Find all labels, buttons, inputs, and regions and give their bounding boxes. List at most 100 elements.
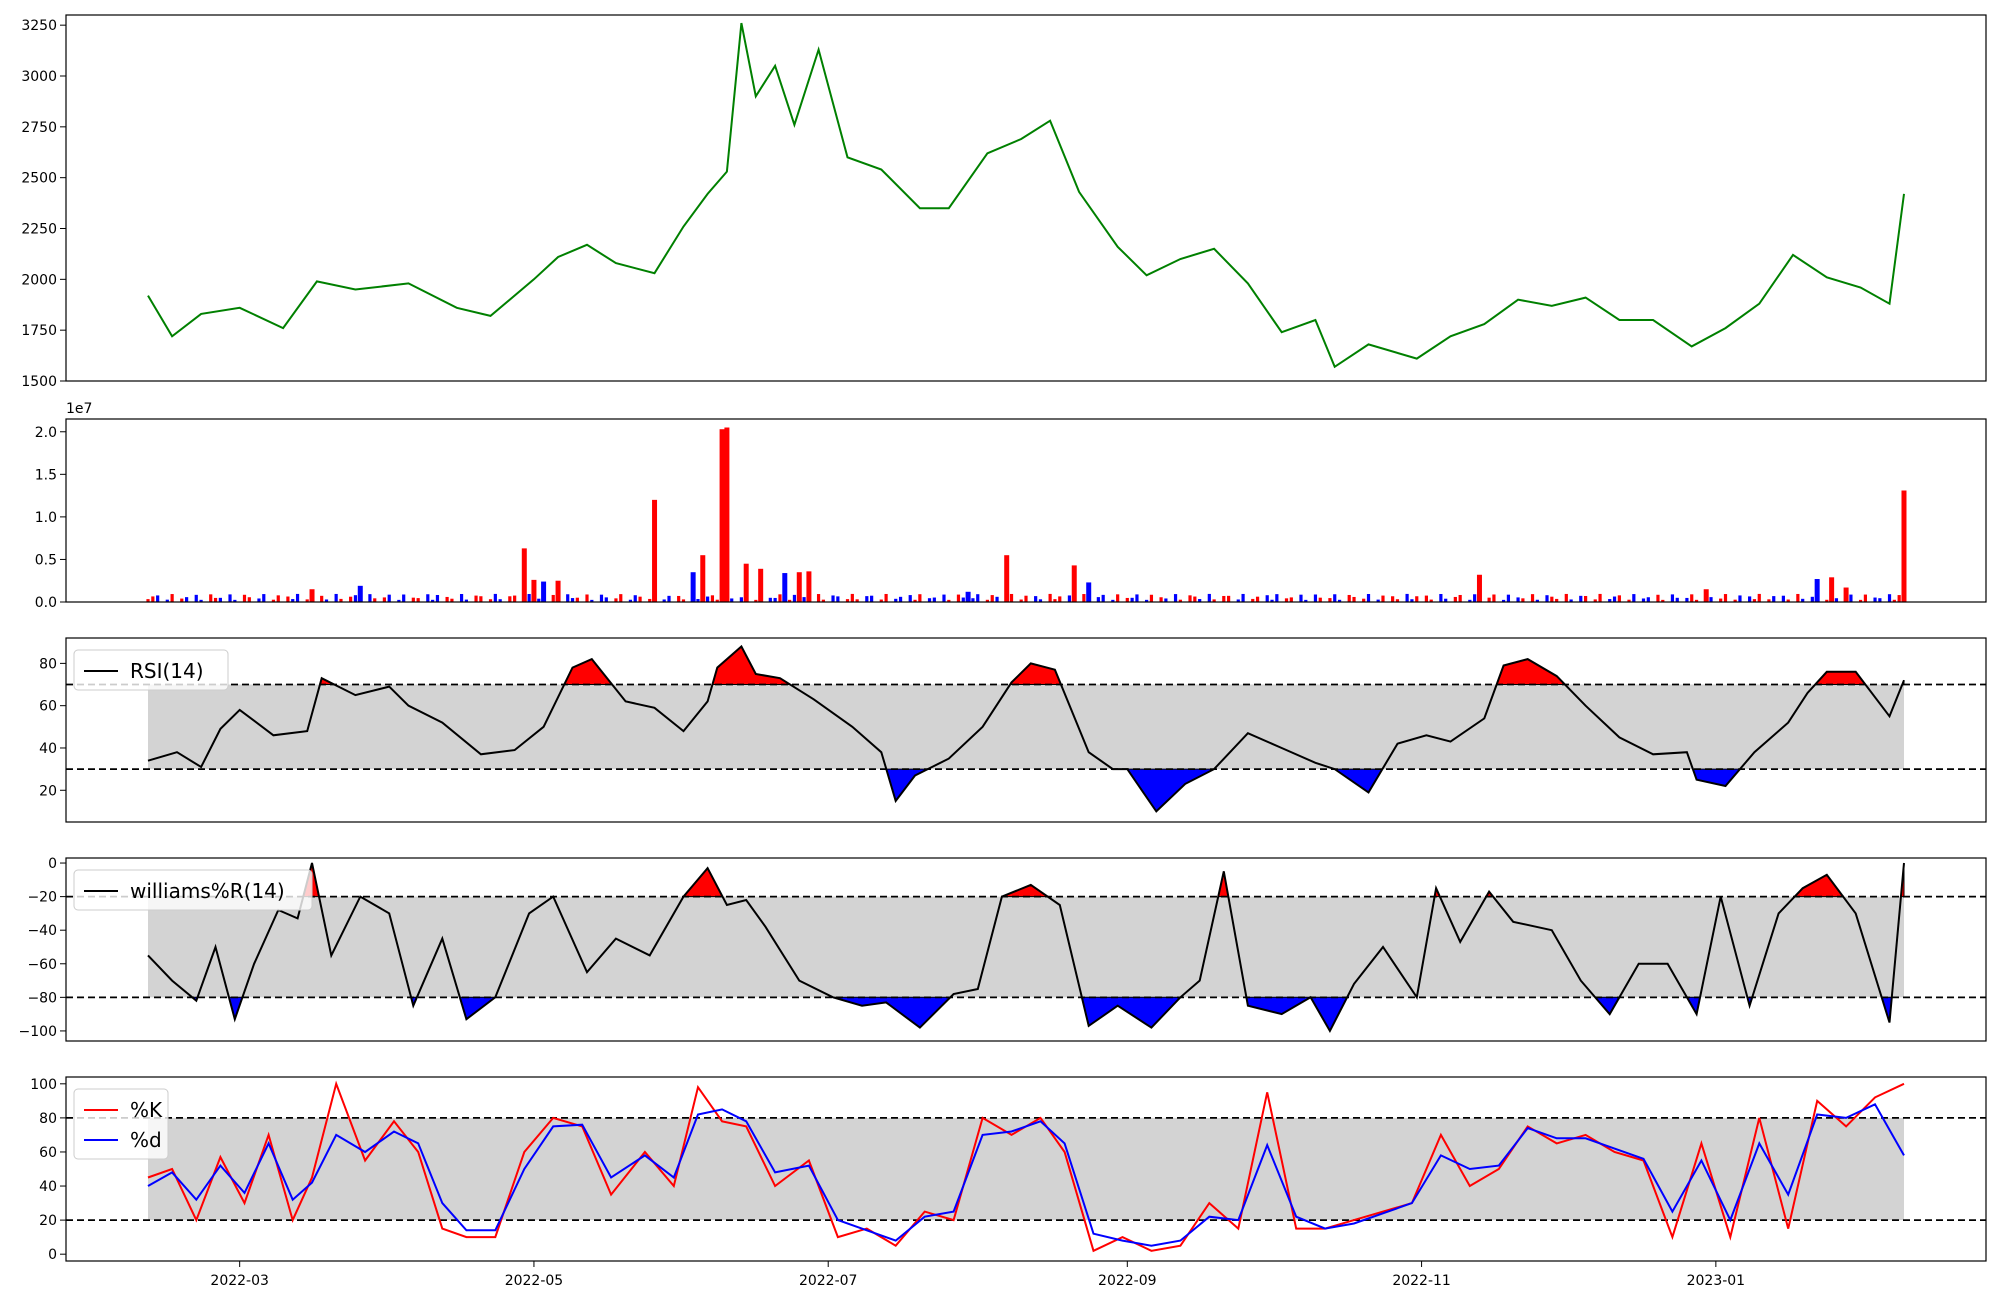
volume-bar xyxy=(1275,594,1279,602)
volume-bar xyxy=(1424,595,1429,602)
volume-bar xyxy=(1034,596,1038,602)
volume-bar xyxy=(1328,598,1332,602)
volume-bar xyxy=(865,596,869,602)
neutral-band xyxy=(148,896,1904,998)
volume-bar xyxy=(1593,599,1597,602)
volume-bar xyxy=(1748,596,1752,602)
volume-bar xyxy=(990,595,994,602)
d-line xyxy=(147,1103,1905,1247)
volume-bar xyxy=(1453,596,1457,602)
volume-bar xyxy=(719,429,725,602)
volume-bar xyxy=(1723,594,1728,602)
volume-bar xyxy=(493,593,497,602)
volume-bar xyxy=(1786,599,1790,602)
volume-bar xyxy=(1550,596,1554,602)
y-tick-label: 2.0 xyxy=(35,425,57,441)
volume-bar xyxy=(555,580,561,602)
volume-bar xyxy=(575,597,579,602)
volume-bar xyxy=(1476,574,1482,602)
volume-bar xyxy=(1501,599,1506,602)
volume-bar xyxy=(782,573,788,602)
volume-bar xyxy=(1164,598,1168,602)
volume-bar xyxy=(1145,599,1149,602)
rsi-panel: RSI(14) 20 40 60 80 xyxy=(39,637,1987,823)
plot-frame xyxy=(65,418,1987,603)
volume-bar xyxy=(1149,594,1154,602)
volume-bar xyxy=(1125,597,1129,602)
volume-bar xyxy=(1391,596,1395,602)
volume-bar xyxy=(146,599,150,602)
volume-bar xyxy=(1376,599,1380,602)
volume-bar xyxy=(1690,594,1694,602)
volume-bar xyxy=(218,597,222,602)
volume-bar xyxy=(1545,595,1549,602)
volume-bar xyxy=(1530,594,1535,602)
volume-bar xyxy=(411,597,415,602)
volume-bar xyxy=(180,598,184,602)
volume-bar xyxy=(1834,598,1839,602)
volume-bar xyxy=(570,598,575,602)
volume-bar xyxy=(956,594,961,602)
y-tick-label: 0.0 xyxy=(35,595,57,611)
overbought-area xyxy=(1495,658,1567,685)
volume-bar xyxy=(894,598,898,602)
volume-bar xyxy=(527,594,531,602)
volume-bar xyxy=(1304,599,1308,602)
volume-bar xyxy=(1646,597,1650,602)
volume-bar xyxy=(387,594,391,602)
y-tick-label: −80 xyxy=(27,990,57,1006)
volume-bar xyxy=(985,599,990,602)
volume-bar xyxy=(1362,598,1366,602)
volume-bar xyxy=(1067,595,1072,602)
williams-r-panel: williams%R(14) −100 −80 −60 −40 −20 0 xyxy=(19,856,1987,1042)
volume-bar xyxy=(541,581,547,602)
legend-box xyxy=(73,1088,169,1160)
volume-bar xyxy=(619,594,623,602)
volume-bar xyxy=(450,598,454,602)
volume-bar xyxy=(464,599,469,602)
volume-bar xyxy=(228,594,232,602)
volume-bar xyxy=(185,597,189,602)
y-tick-label: 20 xyxy=(39,783,57,799)
volume-bar xyxy=(1198,599,1202,602)
volume-bar xyxy=(778,594,782,602)
volume-bar xyxy=(1781,595,1785,602)
y-tick-label: 80 xyxy=(39,656,57,672)
volume-bar xyxy=(1901,490,1907,602)
volume-bar xyxy=(1767,599,1771,602)
volume-bar xyxy=(1366,594,1371,602)
volume-bar xyxy=(1863,594,1867,602)
volume-bar xyxy=(233,599,237,602)
volume-bar xyxy=(309,589,315,602)
volume-bar xyxy=(324,599,329,602)
volume-bar xyxy=(1193,596,1197,602)
volume-bar xyxy=(1188,595,1192,602)
volume-bar xyxy=(792,594,797,602)
volume-bar xyxy=(831,595,835,602)
volume-bar xyxy=(1608,599,1612,602)
volume-bar xyxy=(1892,599,1896,602)
volume-bar xyxy=(353,595,358,602)
volume-bar xyxy=(599,594,604,602)
volume-bar xyxy=(1116,594,1120,602)
volume-bar xyxy=(474,595,478,602)
volume-bar xyxy=(743,563,749,602)
volume-bar xyxy=(1583,595,1588,602)
volume-bar xyxy=(508,596,512,602)
volume-bar xyxy=(652,499,658,602)
volume-bar xyxy=(1086,582,1092,602)
volume-bar xyxy=(1796,593,1800,602)
volume-bar xyxy=(1227,595,1231,602)
volume-bar xyxy=(836,596,840,602)
volume-bar xyxy=(445,596,449,602)
volume-bar xyxy=(1641,598,1646,602)
volume-bar xyxy=(397,599,401,602)
y-tick-label: 3000 xyxy=(21,69,57,85)
volume-bar xyxy=(927,598,932,602)
volume-bar xyxy=(971,598,975,602)
volume-bar xyxy=(1207,593,1211,602)
plot-frame xyxy=(65,637,1987,823)
volume-bar xyxy=(879,599,883,602)
volume-bar xyxy=(1612,596,1617,602)
volume-bar xyxy=(961,597,965,602)
